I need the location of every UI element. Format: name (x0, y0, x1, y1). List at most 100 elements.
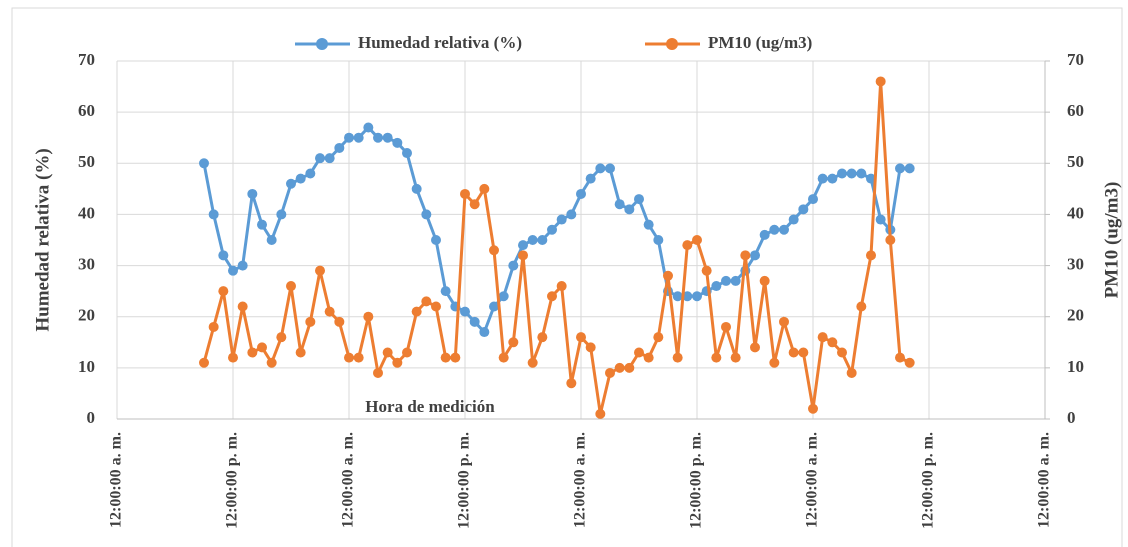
series-marker (798, 204, 809, 215)
series-marker (643, 219, 654, 230)
series-marker (740, 250, 751, 261)
series-marker (199, 158, 209, 169)
series-marker (837, 347, 847, 358)
series-marker (866, 173, 876, 184)
series-marker (566, 378, 577, 389)
series-marker (605, 367, 615, 378)
y2-axis-title: PM10 (ug/m3) (1101, 182, 1122, 299)
series-marker (305, 168, 316, 179)
series-marker (904, 357, 915, 368)
y2-tick-label: 70 (1067, 50, 1084, 69)
series-marker (508, 260, 519, 271)
series-marker (895, 352, 905, 363)
x-axis-title: Hora de medición (365, 397, 495, 416)
series-marker (576, 332, 586, 343)
series-marker (827, 337, 838, 348)
x-tick-label: 12:00:00 a. m. (572, 432, 589, 528)
series-marker (489, 245, 499, 256)
series-marker (295, 173, 306, 184)
series-marker (576, 188, 586, 199)
series-marker (846, 168, 857, 179)
series-marker (614, 199, 625, 210)
series-marker (382, 132, 393, 143)
series-marker (653, 235, 664, 245)
series-marker (421, 209, 432, 220)
series-marker (856, 301, 867, 312)
series-marker (634, 194, 644, 205)
series-marker (440, 286, 451, 297)
x-tick-label: 12:00:00 p. m. (920, 432, 937, 529)
series-marker (247, 188, 258, 199)
series-marker (324, 306, 335, 317)
series-marker (295, 347, 306, 358)
series-marker (518, 250, 528, 261)
series-marker (788, 347, 799, 358)
series-marker (344, 352, 354, 363)
series-marker (411, 183, 422, 194)
series-marker (721, 321, 731, 332)
series-marker (701, 265, 712, 276)
series-marker (315, 265, 325, 276)
series-marker (759, 229, 770, 240)
series-marker (411, 306, 422, 317)
series-marker (875, 76, 886, 87)
series-marker (769, 224, 780, 235)
series-marker (363, 311, 374, 322)
series-marker (663, 270, 673, 281)
series-marker (498, 291, 509, 302)
series-marker (527, 235, 538, 245)
series-marker (208, 209, 219, 220)
series-marker (798, 347, 809, 358)
series-marker (653, 332, 664, 343)
series-marker (866, 250, 876, 261)
series-marker (208, 321, 219, 332)
series-marker (382, 347, 393, 358)
series-marker (431, 235, 441, 245)
series-marker (257, 342, 267, 353)
series-marker (469, 199, 480, 210)
x-tick-label: 12:00:00 a. m. (108, 432, 125, 528)
series-marker (566, 209, 577, 220)
series-marker (730, 352, 741, 363)
series-marker (199, 357, 209, 368)
y2-tick-label: 30 (1067, 254, 1084, 273)
y-tick-label: 50 (78, 152, 95, 171)
legend-label: Humedad relativa (%) (358, 33, 522, 52)
series-marker (344, 132, 354, 143)
series-marker (672, 291, 683, 302)
series-marker (846, 367, 857, 378)
y-tick-label: 30 (78, 254, 95, 273)
series-marker (885, 235, 896, 245)
series-marker (421, 296, 432, 307)
series-marker (353, 352, 364, 363)
series-marker (392, 357, 403, 368)
series-marker (218, 286, 229, 297)
series-marker (460, 188, 470, 199)
y-tick-label: 40 (78, 203, 95, 222)
series-marker (276, 332, 287, 343)
series-marker (643, 352, 654, 363)
series-marker (808, 403, 818, 414)
series-marker (759, 275, 770, 286)
series-marker (392, 137, 403, 148)
series-marker (431, 301, 441, 312)
series-marker (286, 281, 296, 292)
series-marker (904, 163, 915, 174)
series-marker (624, 204, 635, 215)
series-marker (266, 235, 277, 245)
series-marker (875, 214, 886, 225)
y-tick-label: 70 (78, 50, 95, 69)
series-marker (895, 163, 905, 174)
series-marker (682, 240, 693, 251)
series-marker (228, 352, 238, 363)
series-marker (460, 306, 470, 317)
series-marker (537, 332, 548, 343)
series-marker (334, 142, 345, 153)
y2-tick-label: 60 (1067, 101, 1084, 120)
series-marker (556, 214, 567, 225)
y-axis-title: Humedad relativa (%) (32, 148, 53, 331)
series-marker (247, 347, 258, 358)
series-marker (682, 291, 693, 302)
x-tick-label: 12:00:00 a. m. (804, 432, 821, 528)
series-marker (537, 235, 548, 245)
